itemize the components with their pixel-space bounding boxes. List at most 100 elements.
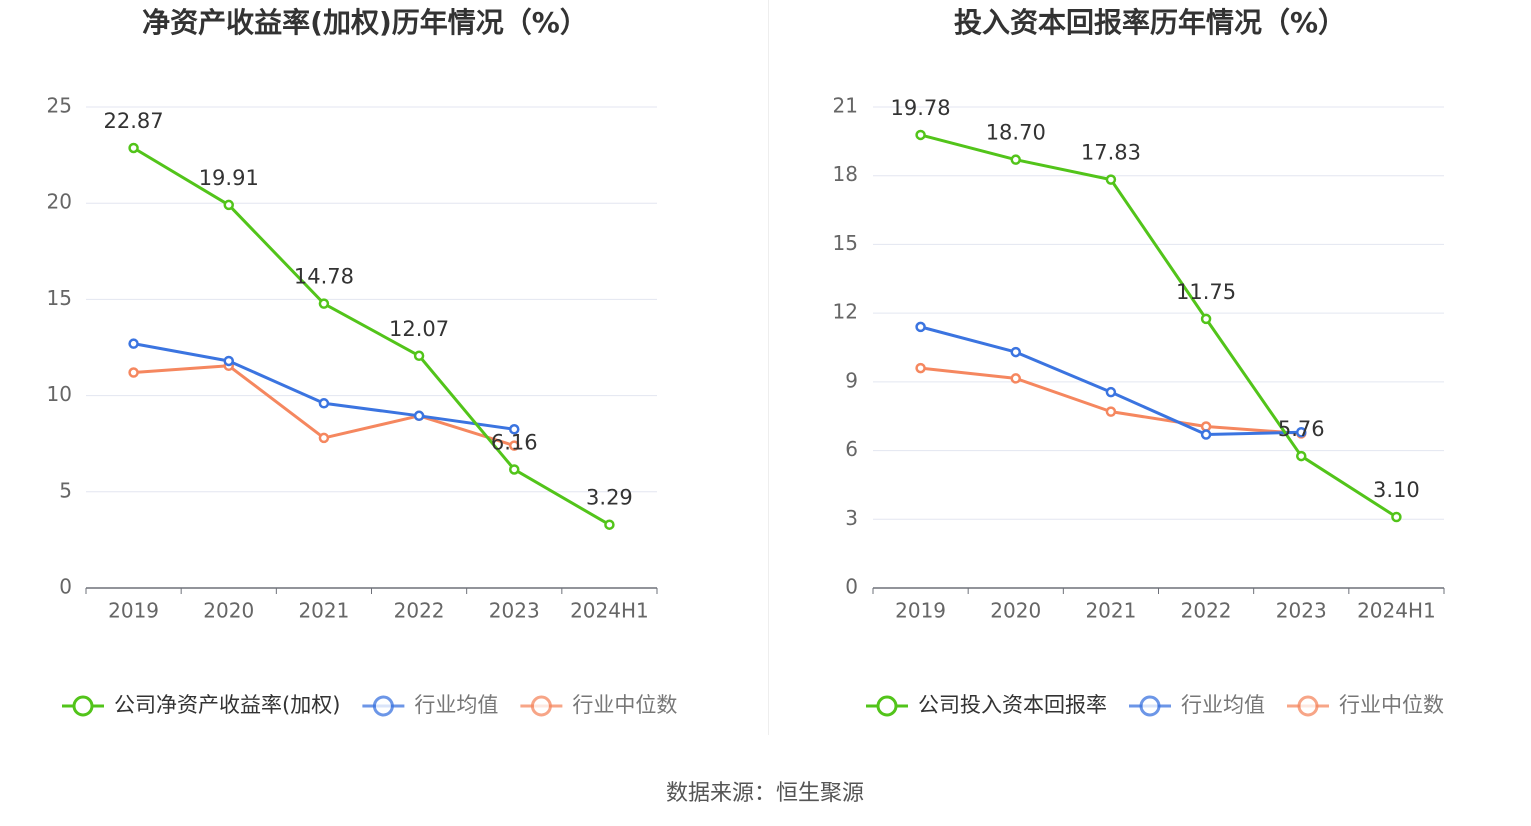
data-point[interactable]: [509, 464, 520, 475]
data-point[interactable]: [1296, 426, 1307, 438]
y-tick-label: 0: [845, 575, 858, 599]
y-tick-label: 15: [833, 231, 858, 255]
x-tick-label: 2020: [990, 599, 1041, 623]
data-label: 3.10: [1373, 478, 1420, 502]
data-point[interactable]: [509, 440, 520, 451]
y-tick-label: 18: [833, 162, 858, 186]
legend-item-2[interactable]: 行业均值: [362, 693, 498, 717]
panel-divider: [768, 0, 769, 735]
data-label: 3.29: [586, 486, 633, 510]
x-tick-label: 2024H1: [570, 599, 649, 623]
data-point[interactable]: [318, 298, 330, 309]
legend-marker-icon: [372, 695, 394, 717]
data-point[interactable]: [1391, 511, 1402, 523]
y-tick-label: 20: [47, 190, 72, 214]
data-point[interactable]: [1105, 174, 1117, 185]
y-tick-label: 0: [59, 575, 72, 599]
legend-item-3[interactable]: 行业中位数: [1287, 693, 1444, 717]
series-line: [132, 146, 611, 526]
data-label: 22.87: [104, 109, 164, 133]
series-3: [915, 362, 1307, 439]
chart-1: 净资产收益率(加权)历年情况（%） 0 5 10 15 20 25 2019 2020 2021 2…: [47, 6, 678, 717]
series-line: [920, 133, 1398, 519]
data-point[interactable]: [1105, 386, 1117, 398]
x-tick-label: 2019: [108, 599, 159, 623]
y-tick-label: 5: [59, 478, 72, 502]
series-line: [133, 342, 515, 431]
data-point[interactable]: [915, 129, 926, 141]
data-source-label: 数据来源：恒生聚源: [666, 781, 864, 806]
x-tick-label: 2021: [1085, 599, 1136, 623]
y-tick-label: 15: [47, 286, 72, 310]
series-1: 19.78 18.70 17.83 11.75 5.76 3.10: [891, 96, 1420, 523]
data-point[interactable]: [1010, 346, 1021, 358]
data-label: 19.78: [891, 96, 951, 120]
data-point[interactable]: [318, 398, 330, 409]
series-line: [920, 325, 1302, 437]
y-tick-label: 12: [833, 300, 858, 324]
data-point[interactable]: [318, 432, 330, 444]
x-tick-label: 2023: [1276, 599, 1327, 623]
data-point[interactable]: [413, 350, 425, 362]
series-2: [128, 338, 520, 435]
x-tick-label: 2021: [298, 599, 349, 623]
data-point[interactable]: [1200, 429, 1212, 440]
legend-label: 公司投入资本回报率: [918, 693, 1107, 717]
data-point[interactable]: [128, 338, 139, 349]
legend-label: 公司净资产收益率(加权): [114, 693, 340, 717]
chart-title: 投入资本回报率历年情况（%）: [954, 6, 1346, 39]
data-point[interactable]: [413, 410, 425, 422]
data-point[interactable]: [604, 519, 615, 530]
data-point[interactable]: [223, 199, 234, 211]
legend-marker-icon: [1297, 695, 1319, 717]
legend-item-3[interactable]: 行业中位数: [520, 693, 677, 717]
x-tick-label: 2019: [895, 599, 946, 623]
legend-marker-icon: [1139, 695, 1161, 717]
data-point[interactable]: [128, 367, 139, 378]
data-point[interactable]: [915, 362, 926, 374]
data-label: 18.70: [986, 121, 1046, 145]
legend-item-1[interactable]: 公司投入资本回报率: [866, 693, 1107, 717]
series-1: 22.87 19.91 14.78 12.07 6.16 3.29: [104, 109, 633, 530]
legend: 公司投入资本回报率 行业均值 行业中位数: [866, 693, 1444, 717]
x-tick-label: 2020: [203, 599, 254, 623]
data-label: 17.83: [1081, 141, 1141, 165]
legend-label: 行业均值: [414, 693, 498, 717]
x-tick-label: 2024H1: [1357, 599, 1436, 623]
chart-2: 投入资本回报率历年情况（%） 0 3 6 9 12 15 18 21 2019 2020 2021 20…: [833, 6, 1445, 717]
data-label: 11.75: [1176, 280, 1236, 304]
legend-label: 行业中位数: [1339, 693, 1444, 717]
x-tick-label: 2022: [1181, 599, 1232, 623]
data-label: 14.78: [294, 265, 354, 289]
legend-item-2[interactable]: 行业均值: [1129, 693, 1265, 717]
data-point[interactable]: [223, 355, 234, 367]
data-point[interactable]: [1105, 406, 1117, 417]
series-line: [920, 366, 1302, 435]
data-point[interactable]: [1296, 450, 1307, 462]
data-label: 5.76: [1278, 417, 1325, 441]
y-tick-label: 21: [833, 94, 858, 118]
legend-item-1[interactable]: 公司净资产收益率(加权): [62, 693, 340, 717]
data-point[interactable]: [915, 321, 926, 333]
legend-marker-icon: [72, 695, 94, 717]
y-tick-label: 9: [845, 368, 858, 392]
y-tick-label: 10: [47, 382, 72, 406]
legend-marker-icon: [876, 695, 898, 717]
x-tick-label: 2023: [489, 599, 540, 623]
legend-label: 行业均值: [1181, 693, 1265, 717]
chart-title: 净资产收益率(加权)历年情况（%）: [142, 6, 588, 39]
data-point[interactable]: [1200, 313, 1212, 325]
data-label: 6.16: [491, 430, 538, 454]
x-tick-label: 2022: [394, 599, 445, 623]
data-label: 12.07: [389, 317, 449, 341]
data-label: 19.91: [199, 166, 259, 190]
y-tick-label: 25: [47, 94, 72, 118]
legend-marker-icon: [530, 695, 552, 717]
data-point[interactable]: [509, 424, 520, 435]
data-point[interactable]: [1010, 154, 1021, 165]
data-point[interactable]: [1010, 373, 1021, 384]
data-point[interactable]: [128, 142, 139, 154]
legend: 公司净资产收益率(加权) 行业均值 行业中位数: [62, 693, 677, 717]
y-tick-label: 6: [845, 437, 858, 461]
